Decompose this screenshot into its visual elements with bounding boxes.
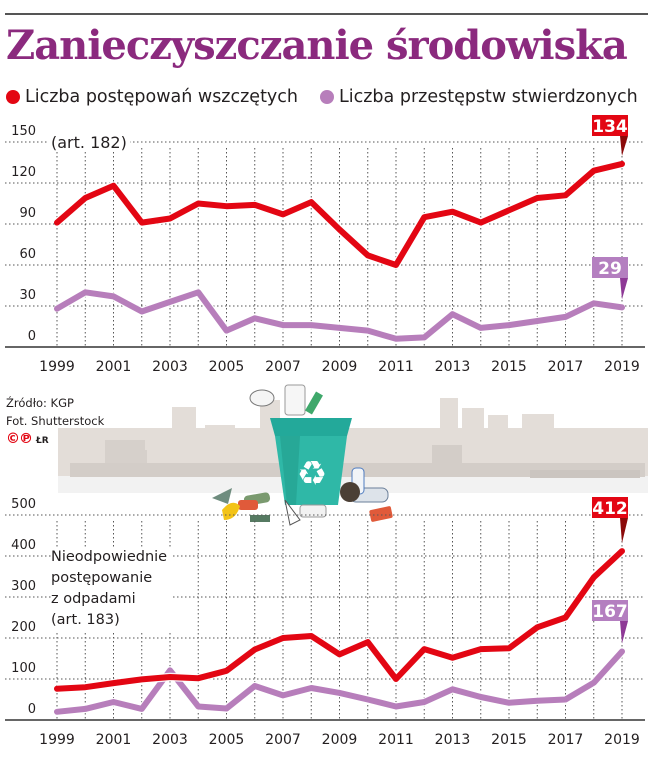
copyright-line: ©℗ ŁR	[6, 430, 104, 450]
y-tick-label: 0	[28, 329, 36, 344]
value-badge-label: 167	[592, 602, 628, 622]
value-badge-label: 29	[598, 259, 622, 279]
x-tick-label: 2019	[604, 732, 640, 748]
recycling-bin-icon: ♻	[249, 384, 352, 505]
badge-pointer-icon	[620, 621, 628, 644]
x-tick-label: 2019	[604, 359, 640, 375]
copyright-icon: ©℗	[6, 431, 33, 447]
series-line-crimes	[54, 648, 625, 715]
value-badge-label: 134	[592, 117, 628, 137]
x-tick-label: 1999	[39, 732, 75, 748]
y-tick-label: 400	[11, 538, 36, 553]
y-tick-label: 200	[11, 620, 36, 635]
legend-dot-purple-icon	[320, 90, 335, 104]
y-tick-label: 60	[19, 247, 36, 262]
series-line-proceedings	[54, 160, 625, 268]
y-tick-label: 120	[11, 165, 36, 180]
x-tick-label: 2001	[96, 359, 132, 375]
legend-label: Liczba przestępstw stwierdzonych	[339, 87, 638, 107]
y-tick-label: 500	[11, 497, 36, 512]
litter-illustration	[212, 467, 393, 526]
x-tick-label: 2009	[322, 359, 358, 375]
value-badge	[592, 257, 628, 278]
note-line: z odpadami	[51, 591, 136, 607]
y-tick-label: 300	[11, 579, 36, 594]
badge-pointer-icon	[620, 136, 628, 156]
note-line: Nieodpowiednie	[51, 549, 168, 565]
x-tick-label: 2001	[96, 732, 132, 748]
legend: Liczba postępowań wszczętych Liczba prze…	[6, 87, 653, 107]
y-tick-label: 90	[19, 206, 36, 221]
value-badge	[592, 115, 628, 136]
chart-art-182: 0 30 60 90 120 150 1999 2001 2003 2005 2007 2009 201…	[5, 115, 645, 375]
value-badge	[592, 497, 628, 518]
y-tick-label: 100	[11, 661, 36, 676]
chart-subtitle-art-183: Nieodpowiednie postępowanie z odpadami (…	[51, 547, 172, 631]
x-tick-label: 2011	[378, 359, 414, 375]
x-tick-label: 2003	[152, 732, 188, 748]
top-rule	[5, 13, 648, 15]
y-tick-label: 0	[28, 702, 36, 717]
y-tick-label: 150	[11, 124, 36, 139]
page-title: Zanieczyszczanie środowiska	[6, 22, 628, 69]
recycle-symbol-icon: ♻	[297, 454, 327, 494]
legend-item-crimes: Liczba przestępstw stwierdzonych	[320, 87, 638, 107]
photo-credit: Fot. Shutterstock	[6, 414, 105, 428]
x-tick-label: 2003	[152, 359, 188, 375]
author-initials: ŁR	[36, 436, 49, 446]
x-tick-label: 2005	[209, 359, 245, 375]
series-line-crimes	[54, 289, 625, 342]
credits: Źródło: KGP Fot. Shutterstock ©℗ ŁR	[6, 394, 104, 450]
legend-item-proceedings: Liczba postępowań wszczętych	[6, 87, 298, 107]
badge-pointer-icon	[620, 518, 628, 544]
legend-label: Liczba postępowań wszczętych	[25, 87, 299, 107]
badge-pointer-icon	[620, 278, 628, 300]
x-tick-label: 2015	[491, 359, 527, 375]
x-tick-label: 2017	[548, 732, 584, 748]
x-tick-label: 2013	[435, 732, 471, 748]
x-tick-label: 2011	[378, 732, 414, 748]
note-line: postępowanie	[51, 570, 153, 586]
series-line-proceedings	[54, 548, 625, 692]
value-badge	[592, 600, 628, 621]
chart-art-183: 0 100 200 300 400 500 1999 2001 2003 2005 2007 2009…	[5, 497, 645, 748]
x-tick-label: 1999	[39, 359, 75, 375]
note-line: (art. 183)	[51, 612, 120, 628]
x-tick-label: 2005	[209, 732, 245, 748]
x-tick-label: 2017	[548, 359, 584, 375]
x-tick-label: 2009	[322, 732, 358, 748]
y-tick-label: 30	[19, 288, 36, 303]
chart-subtitle-art-182: (art. 182)	[48, 133, 130, 152]
x-tick-label: 2007	[265, 359, 301, 375]
value-badge-label: 412	[592, 499, 628, 519]
x-tick-label: 2007	[265, 732, 301, 748]
x-tick-label: 2015	[491, 732, 527, 748]
x-tick-label: 2013	[435, 359, 471, 375]
legend-dot-red-icon	[6, 90, 20, 104]
source-credit: Źródło: KGP	[6, 396, 74, 410]
